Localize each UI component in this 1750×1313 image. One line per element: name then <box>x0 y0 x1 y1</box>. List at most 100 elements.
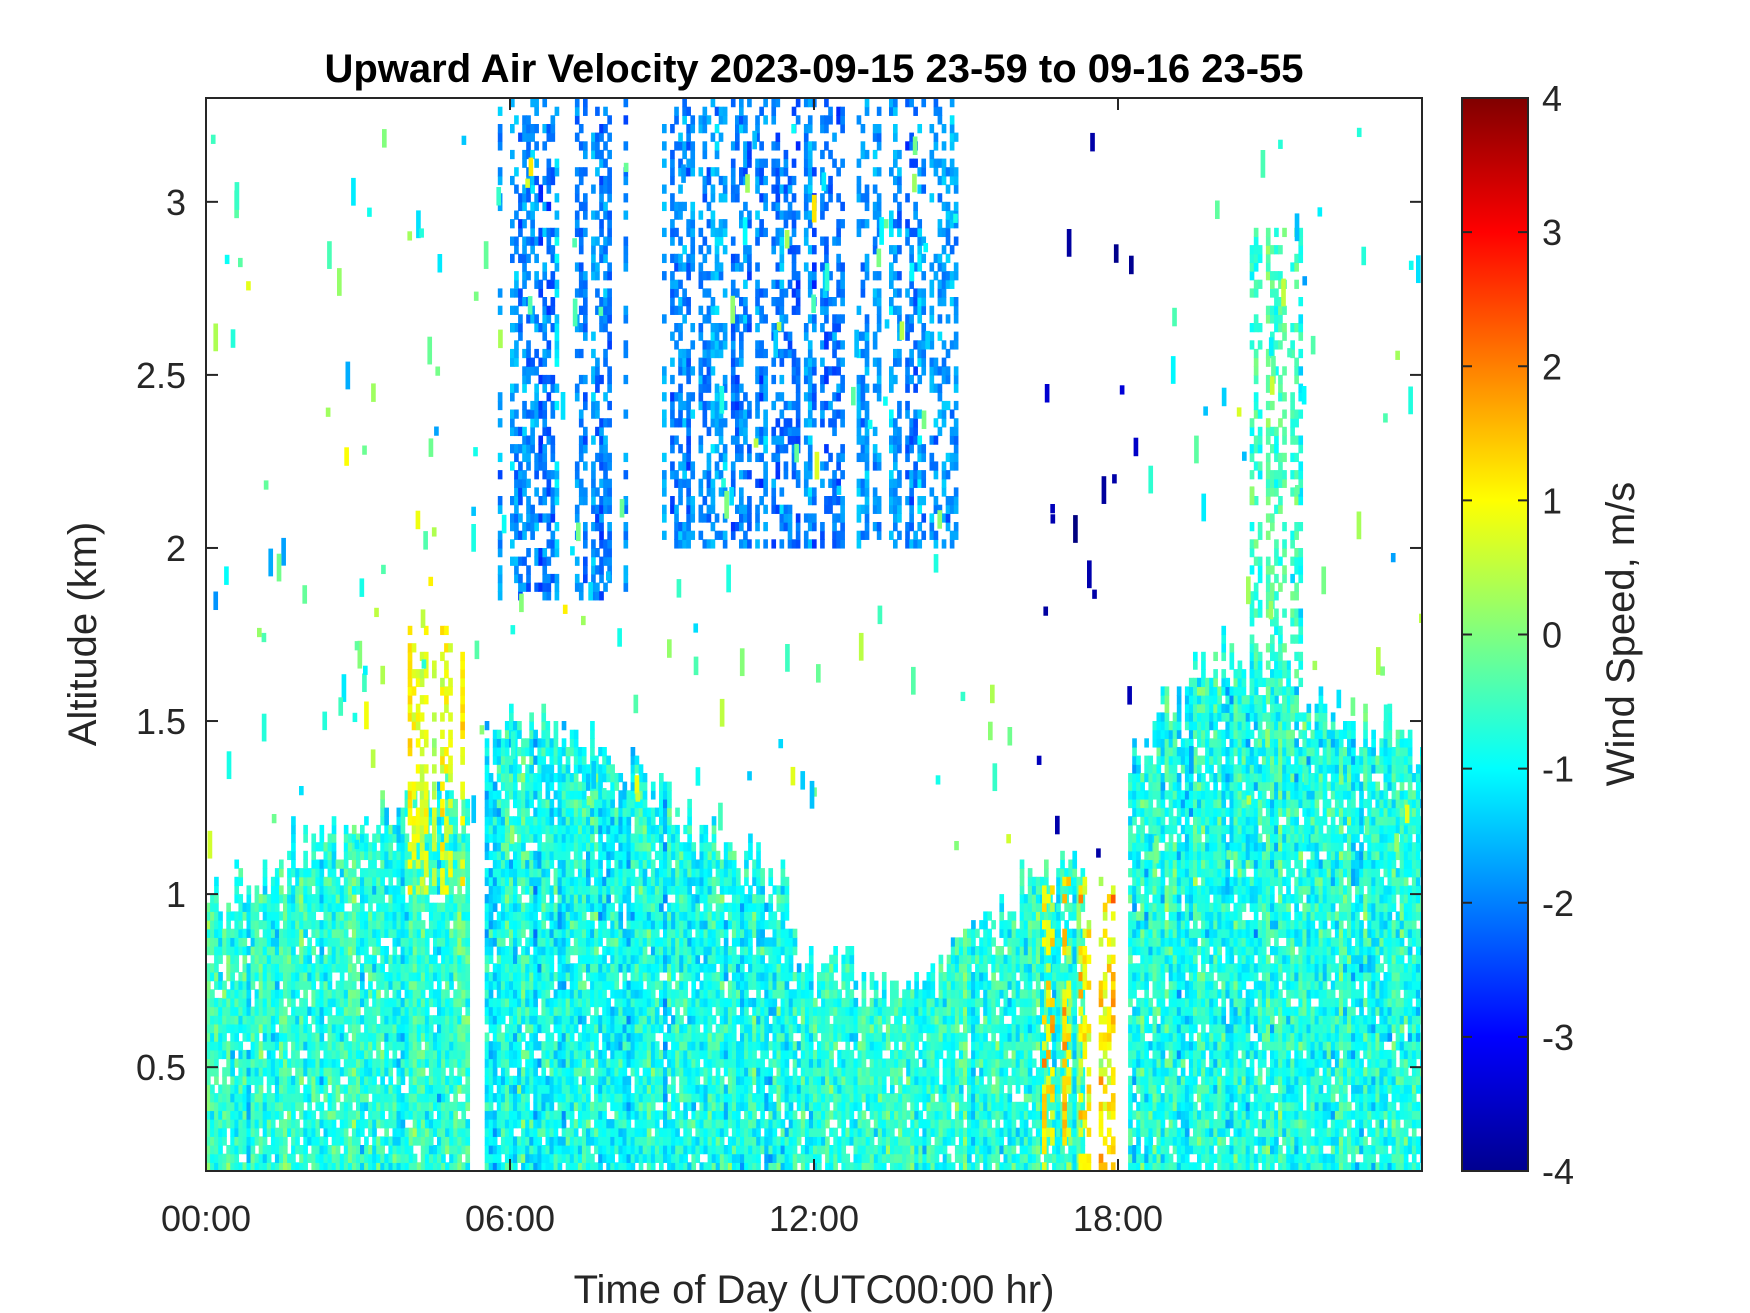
heatmap-cell <box>270 980 276 990</box>
heatmap-cell <box>372 954 377 964</box>
heatmap-cell <box>573 1093 579 1103</box>
heatmap-cell <box>206 1084 211 1094</box>
heatmap-cell <box>663 997 668 1008</box>
heatmap-cell <box>339 911 345 921</box>
heatmap-cell <box>719 954 725 964</box>
heatmap-cell <box>291 1127 296 1137</box>
heatmap-cell <box>504 954 510 964</box>
heatmap-cell <box>440 885 445 895</box>
heatmap-cell <box>565 1101 571 1112</box>
heatmap-cell <box>465 868 471 878</box>
heatmap-cell <box>650 1049 656 1060</box>
heatmap-cell <box>303 989 308 999</box>
heatmap-cell <box>525 1075 530 1086</box>
heatmap-cell <box>731 1049 737 1060</box>
heatmap-cell <box>347 1075 353 1086</box>
heatmap-cell <box>557 1101 563 1112</box>
heatmap-cell <box>727 850 733 861</box>
heatmap-cell <box>218 1153 223 1163</box>
heatmap-cell <box>206 928 211 938</box>
heatmap-cell <box>258 894 264 904</box>
heatmap-cell <box>618 1049 624 1060</box>
heatmap-cell <box>691 1075 697 1086</box>
heatmap-cell <box>509 1075 514 1086</box>
heatmap-cell <box>246 885 252 895</box>
heatmap-cell <box>727 946 733 956</box>
heatmap-cell <box>400 1136 406 1146</box>
heatmap-cell <box>654 1093 660 1103</box>
heatmap-cell <box>565 1023 571 1034</box>
heatmap-cell <box>492 1127 498 1137</box>
heatmap-cell <box>622 1084 628 1094</box>
heatmap-cell <box>412 954 418 964</box>
heatmap-cell <box>614 920 620 930</box>
heatmap-cell <box>606 816 611 826</box>
heatmap-cell <box>445 1058 450 1068</box>
heatmap-cell <box>319 980 325 990</box>
heatmap-cell <box>299 1067 304 1077</box>
heatmap-cell <box>687 885 692 895</box>
heatmap-cell <box>513 824 518 835</box>
heatmap-cell <box>428 876 434 887</box>
heatmap-cell <box>529 997 534 1008</box>
heatmap-cell <box>731 954 737 964</box>
heatmap-cell <box>561 963 567 973</box>
heatmap-cell <box>412 997 418 1008</box>
heatmap-cell <box>630 781 636 791</box>
heatmap-cell <box>412 1015 418 1025</box>
heatmap-cell <box>465 842 471 852</box>
heatmap-cell <box>654 920 660 930</box>
heatmap-cell <box>606 1041 611 1051</box>
heatmap-cell <box>606 980 611 990</box>
heatmap-cell <box>291 997 296 1008</box>
heatmap-cell <box>210 1153 215 1163</box>
heatmap-cell <box>614 928 620 938</box>
heatmap-cell <box>380 1119 385 1129</box>
heatmap-cell <box>707 1058 713 1068</box>
heatmap-cell <box>445 868 450 878</box>
heatmap-cell <box>453 1041 458 1051</box>
heatmap-cell <box>351 1110 357 1120</box>
heatmap-cell <box>517 972 522 982</box>
heatmap-cell <box>392 1153 398 1163</box>
heatmap-cell <box>529 1110 534 1120</box>
heatmap-cell <box>581 911 587 921</box>
heatmap-cell <box>525 946 530 956</box>
heatmap-cell <box>727 1067 733 1077</box>
heatmap-cell <box>250 1119 256 1129</box>
heatmap-cell <box>731 1084 737 1094</box>
heatmap-cell <box>727 954 733 964</box>
heatmap-cell <box>339 894 345 904</box>
heatmap-cell <box>327 937 333 947</box>
heatmap-cell <box>525 781 530 791</box>
heatmap-cell <box>671 989 676 999</box>
heatmap-cell <box>715 1119 721 1129</box>
heatmap-cell <box>400 1110 406 1120</box>
heatmap-cell <box>642 1119 648 1129</box>
heatmap-cell <box>521 876 526 887</box>
heatmap-cell <box>254 1093 260 1103</box>
heatmap-cell <box>622 1153 628 1163</box>
heatmap-cell <box>295 876 300 887</box>
heatmap-cell <box>513 868 518 878</box>
heatmap-cell <box>626 1110 632 1120</box>
heatmap-cell <box>703 1110 709 1120</box>
heatmap-cell <box>533 928 538 938</box>
heatmap-cell <box>441 1093 446 1103</box>
heatmap-cell <box>270 1110 276 1120</box>
heatmap-cell <box>441 911 446 921</box>
heatmap-cell <box>331 920 337 930</box>
heatmap-cell <box>226 1041 231 1051</box>
heatmap-cell <box>594 980 599 990</box>
heatmap-cell <box>331 1162 337 1171</box>
heatmap-cell <box>372 1032 377 1042</box>
heatmap-cell <box>307 1119 312 1129</box>
heatmap-cell <box>412 920 418 930</box>
heatmap-cell <box>590 1041 595 1051</box>
heatmap-cell <box>557 842 563 852</box>
heatmap-cell <box>262 1110 268 1120</box>
heatmap-cell <box>331 842 337 852</box>
heatmap-cell <box>254 937 260 947</box>
heatmap-cell <box>638 868 644 878</box>
heatmap-cell <box>287 980 292 990</box>
